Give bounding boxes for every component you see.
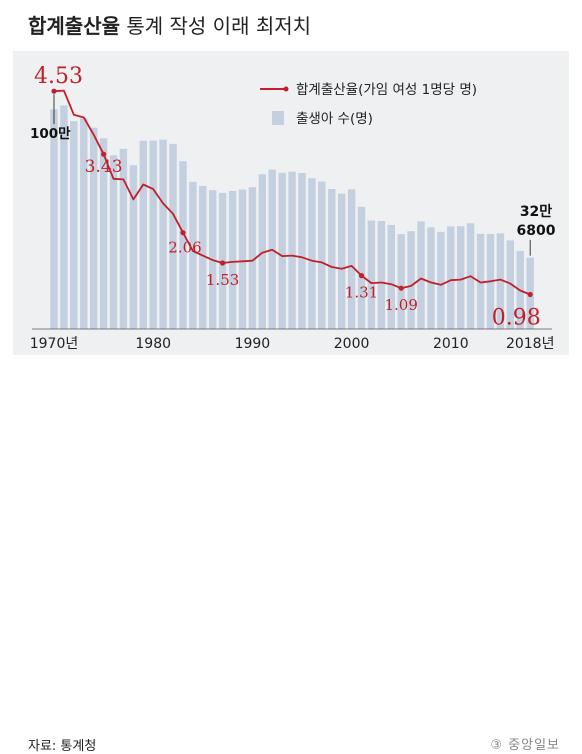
- x-tick-2000: 2000: [334, 336, 370, 352]
- x-axis: 1970년 1980 1990 2000 2010 2018년: [30, 329, 555, 352]
- bar-births-1979: [140, 141, 147, 329]
- chart: 4.533.432.061.531.311.090.98100만32만6800 …: [0, 0, 582, 404]
- bar-births-2002: [368, 221, 375, 329]
- births-start-label: 100만: [30, 126, 71, 142]
- bar-births-1972: [70, 121, 77, 329]
- bar-births-2001: [358, 207, 365, 329]
- x-tick-2018: 2018년: [506, 336, 555, 352]
- x-tick-1980: 1980: [135, 336, 171, 352]
- bar-births-1981: [159, 140, 166, 329]
- tfr-label-1983: 2.06: [168, 239, 201, 257]
- source-text: 자료: 통계청: [28, 735, 96, 754]
- bar-births-1970: [50, 109, 57, 329]
- bar-births-2006: [407, 231, 414, 329]
- bar-births-1988: [229, 191, 236, 329]
- tfr-label-2018: 0.98: [492, 306, 541, 331]
- births-end-label-2: 6800: [517, 223, 556, 239]
- bar-births-1999: [338, 194, 345, 329]
- x-tick-2010: 2010: [433, 336, 469, 352]
- legend-line-label: 합계출산율(가임 여성 1명당 명): [296, 82, 477, 98]
- bar-births-1993: [279, 173, 286, 329]
- bar-births-1978: [130, 165, 137, 329]
- bar-births-2009: [437, 232, 444, 329]
- bar-births-2011: [457, 226, 464, 329]
- legend-line-dot: [284, 87, 289, 92]
- bar-births-1994: [288, 172, 295, 329]
- tfr-marker-2018: [528, 292, 533, 297]
- logo-text: 중앙일보: [508, 738, 560, 753]
- bar-births-2007: [417, 221, 424, 329]
- tfr-label-1987: 1.53: [206, 271, 239, 289]
- bar-births-2010: [447, 226, 454, 329]
- legend: 합계출산율(가임 여성 1명당 명) 출생아 수(명): [260, 82, 477, 127]
- x-tick-1970: 1970년: [30, 336, 79, 352]
- tfr-marker-2005: [399, 286, 404, 291]
- footer: 자료: 통계청 ③ 중앙일보: [0, 360, 582, 404]
- tfr-marker-2001: [359, 273, 364, 278]
- bar-births-2005: [398, 234, 405, 329]
- bar-births-1989: [239, 190, 246, 330]
- tfr-label-1975: 3.43: [85, 157, 123, 177]
- bar-births-1997: [318, 182, 325, 329]
- bar-births-1996: [308, 178, 315, 329]
- bar-births-1980: [150, 141, 157, 329]
- tfr-label-1970: 4.53: [34, 64, 83, 89]
- tfr-marker-1987: [220, 260, 225, 265]
- tfr-marker-1975: [101, 152, 106, 157]
- bar-births-1982: [169, 144, 176, 329]
- bar-births-1995: [298, 173, 305, 329]
- legend-bar-swatch: [272, 111, 284, 125]
- legend-bar-label: 출생아 수(명): [296, 111, 373, 127]
- bar-births-1998: [328, 189, 335, 329]
- bar-births-1973: [80, 118, 87, 329]
- tfr-label-2005: 1.09: [384, 296, 417, 314]
- bar-births-2000: [348, 189, 355, 329]
- tfr-marker-1970: [51, 89, 56, 94]
- publisher-logo: ③ 중앙일보: [490, 734, 560, 753]
- tfr-label-2001: 1.31: [345, 284, 378, 302]
- bars-group: [50, 105, 534, 329]
- tfr-marker-1983: [180, 230, 185, 235]
- bar-births-1976: [110, 155, 117, 329]
- births-end-label-1: 32만: [520, 204, 552, 220]
- bar-births-2008: [427, 227, 434, 329]
- x-tick-1990: 1990: [235, 336, 271, 352]
